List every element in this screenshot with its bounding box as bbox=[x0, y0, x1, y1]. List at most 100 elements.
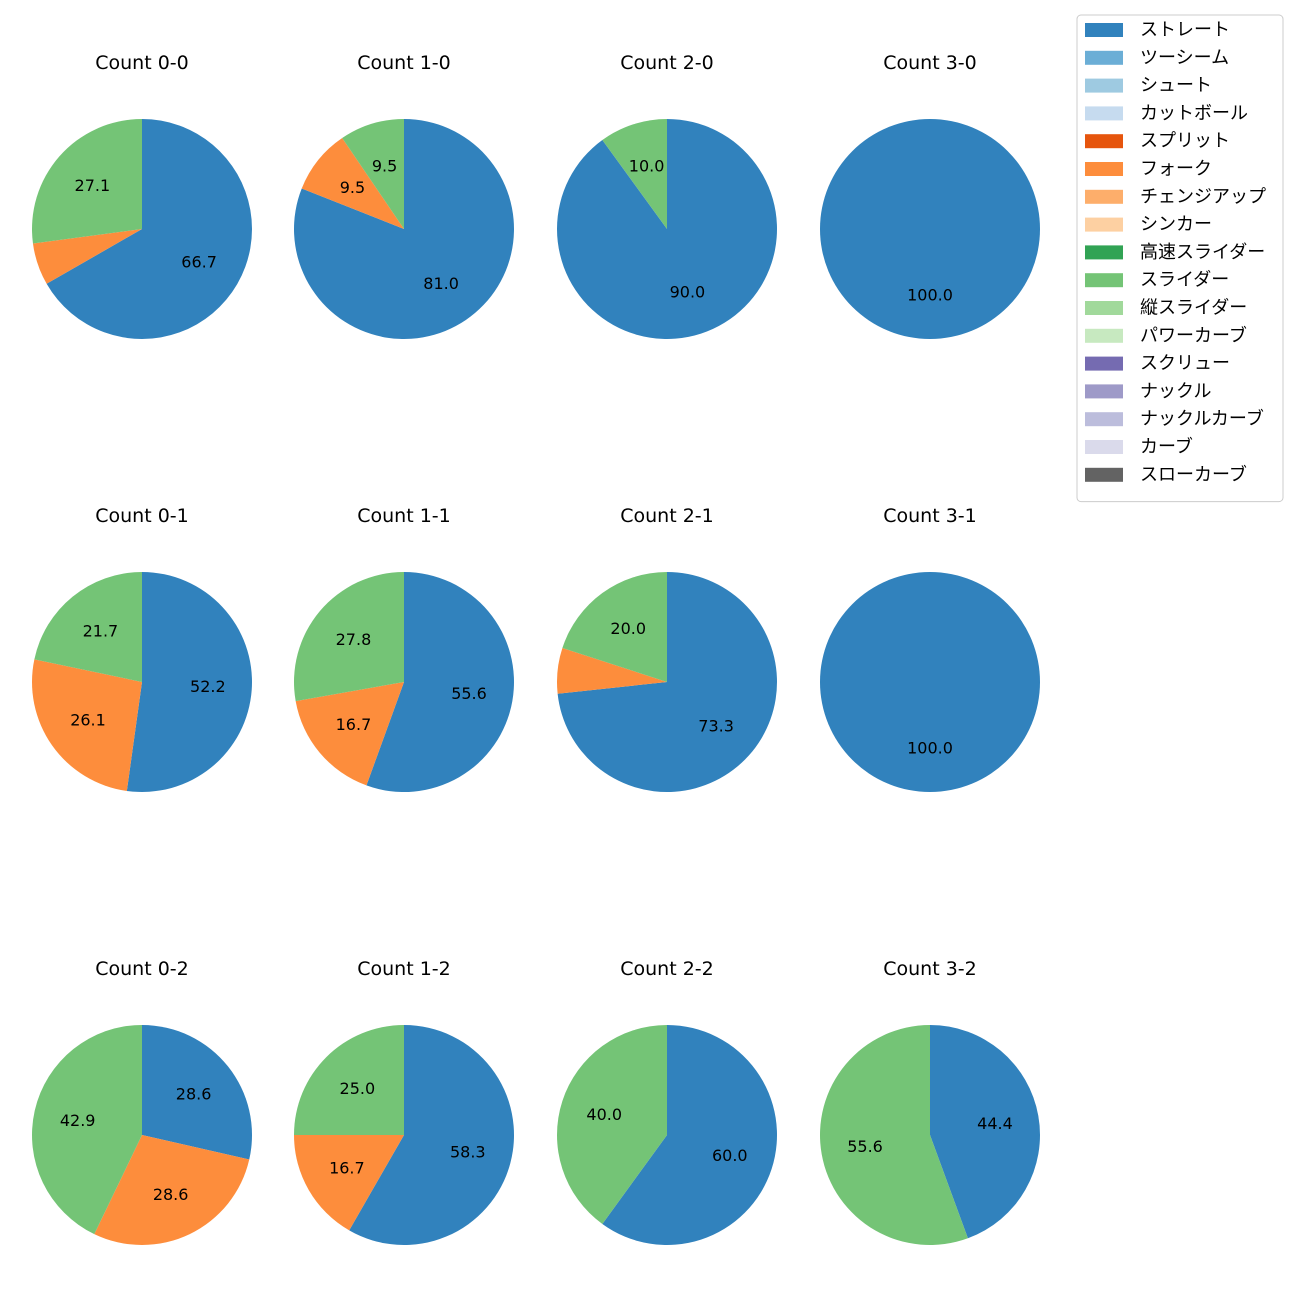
legend-item: フォーク bbox=[1085, 159, 1212, 180]
slice-label: 73.3 bbox=[698, 717, 734, 736]
slice-label: 16.7 bbox=[336, 715, 372, 734]
legend-item: シンカー bbox=[1085, 214, 1212, 235]
slice-ストレート bbox=[557, 572, 777, 792]
slice-label: 66.7 bbox=[181, 253, 217, 272]
legend-label: スプリット bbox=[1140, 131, 1230, 152]
pie-5: Count 0-1 52.2 26.1 21.7 bbox=[32, 505, 253, 792]
legend-item: カットボール bbox=[1085, 103, 1248, 124]
legend-swatch bbox=[1085, 467, 1123, 482]
slice-ストレート bbox=[349, 1025, 515, 1245]
slice-label: 55.6 bbox=[451, 684, 487, 703]
pie-title: Count 2-2 bbox=[620, 958, 714, 980]
legend-swatch bbox=[1085, 162, 1123, 176]
legend-label: ストレート bbox=[1140, 20, 1230, 41]
slice-スライダー bbox=[294, 1025, 404, 1135]
legend-item: スプリット bbox=[1085, 131, 1230, 152]
pie-10: Count 1-2 58.3 16.7 25.0 bbox=[294, 958, 515, 1245]
legend-label: ツーシーム bbox=[1140, 47, 1229, 68]
slice-スライダー bbox=[562, 572, 667, 682]
pie-title: Count 0-1 bbox=[95, 505, 189, 527]
slice-スライダー bbox=[602, 119, 667, 229]
legend-item: スライダー bbox=[1085, 270, 1229, 291]
slice-label: 52.2 bbox=[190, 677, 226, 696]
slice-ストレート bbox=[366, 572, 514, 792]
legend-swatch bbox=[1085, 23, 1123, 37]
legend-item: ナックルカーブ bbox=[1085, 408, 1264, 430]
legend-item: チェンジアップ bbox=[1085, 186, 1266, 207]
slice-ストレート bbox=[46, 119, 253, 339]
slice-label: 60.0 bbox=[712, 1146, 748, 1165]
legend-item: スローカーブ bbox=[1085, 463, 1247, 485]
legend-frame bbox=[1076, 14, 1284, 503]
slice-label: 9.5 bbox=[372, 156, 397, 175]
legend-label: シンカー bbox=[1140, 214, 1212, 235]
legend-label: チェンジアップ bbox=[1140, 186, 1266, 207]
pie-3: Count 2-0 90.0 10.0 bbox=[557, 52, 778, 339]
legend-item: カーブ bbox=[1085, 436, 1193, 458]
legend-label: カットボール bbox=[1140, 103, 1248, 124]
slice-label: 90.0 bbox=[670, 282, 706, 301]
slice-ストレート bbox=[142, 1025, 252, 1160]
legend-swatch bbox=[1085, 106, 1123, 121]
legend-label: 高速スライダー bbox=[1140, 242, 1265, 263]
slice-ストレート bbox=[820, 119, 1040, 339]
slice-スライダー bbox=[819, 1025, 968, 1246]
slice-label: 28.6 bbox=[153, 1185, 189, 1204]
slice-ストレート bbox=[602, 1025, 778, 1246]
slice-label: 16.7 bbox=[329, 1159, 365, 1178]
slice-label: 27.8 bbox=[336, 630, 372, 649]
legend-swatch bbox=[1085, 384, 1123, 399]
slice-label: 27.1 bbox=[75, 176, 111, 195]
legend-label: パワーカーブ bbox=[1140, 324, 1247, 346]
slice-スライダー bbox=[31, 119, 142, 244]
slice-ストレート bbox=[820, 572, 1040, 792]
legend-label: フォーク bbox=[1140, 159, 1212, 180]
pie-7: Count 2-1 73.3 20.0 bbox=[557, 505, 777, 792]
slice-フォーク bbox=[32, 229, 142, 284]
pie-title: Count 3-2 bbox=[883, 958, 977, 980]
slice-label: 25.0 bbox=[340, 1079, 376, 1098]
legend-swatch bbox=[1085, 412, 1123, 427]
slice-label: 9.5 bbox=[340, 178, 365, 197]
legend-label: スクリュー bbox=[1140, 353, 1230, 374]
legend-swatch bbox=[1085, 134, 1123, 149]
legend: ストレートツーシームシュートカットボールスプリットフォークチェンジアップシンカー… bbox=[1076, 14, 1284, 503]
slice-スライダー bbox=[342, 119, 404, 229]
legend-swatch bbox=[1085, 301, 1123, 315]
legend-label: 縦スライダー bbox=[1140, 298, 1247, 319]
slice-label: 21.7 bbox=[83, 621, 119, 640]
slice-スライダー bbox=[557, 1025, 667, 1224]
slice-フォーク bbox=[94, 1135, 250, 1245]
legend-swatch bbox=[1085, 217, 1123, 232]
slice-label: 100.0 bbox=[907, 286, 953, 305]
pie-1: Count 0-0 66.7 27.1 bbox=[31, 52, 253, 339]
pie-11: Count 2-2 60.0 40.0 bbox=[557, 958, 778, 1246]
pie-2: Count 1-0 81.0 9.5 9.5 bbox=[294, 52, 514, 339]
pie-title: Count 3-0 bbox=[883, 52, 977, 74]
legend-swatch bbox=[1085, 273, 1123, 288]
slice-フォーク bbox=[32, 659, 142, 791]
pie-title: Count 1-1 bbox=[357, 505, 451, 527]
slice-label: 26.1 bbox=[70, 710, 106, 729]
slice-label: 10.0 bbox=[629, 157, 665, 176]
pie-title: Count 0-2 bbox=[95, 958, 189, 980]
legend-swatch bbox=[1085, 356, 1123, 371]
legend-swatch bbox=[1085, 245, 1123, 260]
slice-label: 20.0 bbox=[610, 619, 646, 638]
pie-12: Count 3-2 44.4 55.6 bbox=[819, 958, 1040, 1246]
pie-9: Count 0-2 28.6 28.6 42.9 bbox=[32, 958, 252, 1245]
slice-label: 40.0 bbox=[586, 1105, 622, 1124]
legend-swatch bbox=[1085, 440, 1123, 454]
slice-フォーク bbox=[294, 1135, 404, 1231]
legend-item: ナックル bbox=[1085, 381, 1211, 402]
slice-ストレート bbox=[930, 1025, 1040, 1239]
legend-item: スクリュー bbox=[1085, 353, 1230, 374]
legend-item: シュート bbox=[1085, 75, 1212, 96]
slice-スライダー bbox=[293, 572, 404, 702]
legend-label: ナックル bbox=[1140, 381, 1211, 402]
pie-title: Count 1-0 bbox=[357, 52, 451, 74]
legend-label: シュート bbox=[1140, 75, 1212, 96]
legend-label: カーブ bbox=[1140, 436, 1193, 458]
slice-label: 100.0 bbox=[907, 739, 953, 758]
